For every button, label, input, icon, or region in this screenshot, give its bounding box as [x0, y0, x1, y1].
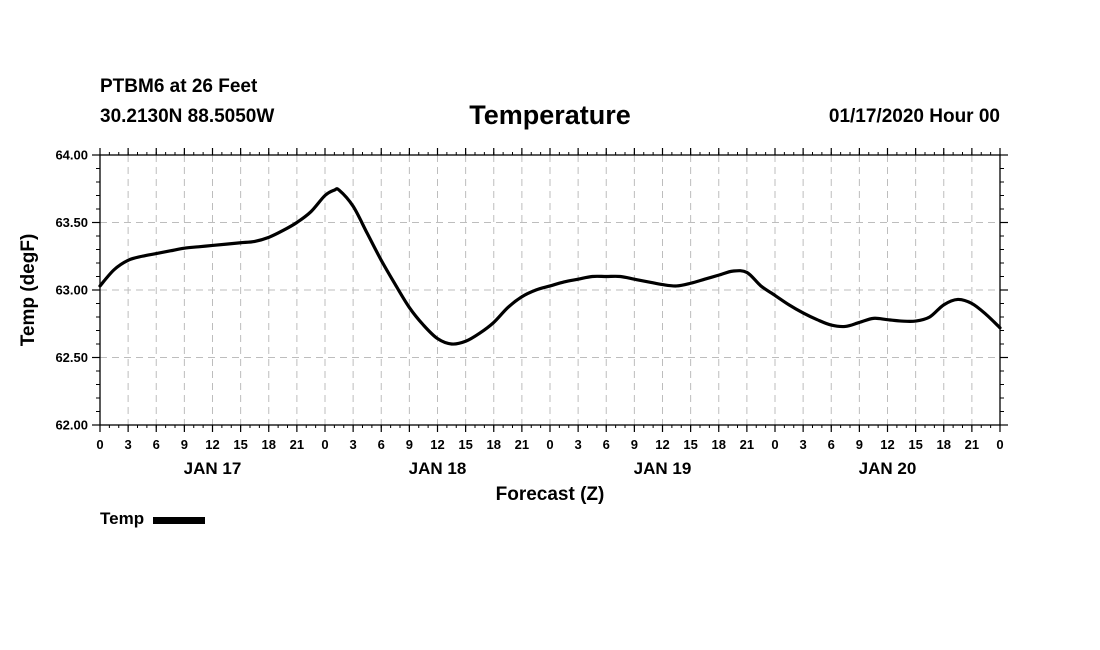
station-label: PTBM6 at 26 Feet [100, 76, 258, 97]
x-tick-label: 0 [771, 437, 778, 452]
x-tick-label: 12 [880, 437, 894, 452]
x-tick-label: 21 [515, 437, 529, 452]
x-tick-label: 3 [800, 437, 807, 452]
day-label: JAN 17 [184, 459, 242, 478]
x-tick-label: 15 [233, 437, 247, 452]
x-tick-label: 3 [350, 437, 357, 452]
forecast-run-time: 01/17/2020 Hour 00 [828, 106, 1000, 127]
x-tick-label: 9 [406, 437, 413, 452]
x-tick-label: 6 [153, 437, 160, 452]
y-tick-labels: 64.00 63.50 63.00 62.50 62.00 [55, 148, 88, 433]
major-ticks [92, 148, 1008, 432]
x-tick-label: 18 [712, 437, 726, 452]
x-tick-label: 15 [458, 437, 472, 452]
day-label: JAN 18 [409, 459, 467, 478]
x-tick-label: 15 [683, 437, 697, 452]
grid-lines [100, 155, 1000, 425]
y-tick-label: 64.00 [55, 148, 88, 163]
day-labels: JAN 17 JAN 18 JAN 19 JAN 20 [184, 459, 917, 478]
x-tick-label: 0 [996, 437, 1003, 452]
x-tick-label: 18 [487, 437, 501, 452]
x-tick-label: 0 [96, 437, 103, 452]
x-axis-title: Forecast (Z) [496, 484, 605, 505]
x-tick-label: 12 [655, 437, 669, 452]
x-tick-label: 9 [631, 437, 638, 452]
y-axis-title: Temp (degF) [18, 234, 39, 347]
x-tick-label: 12 [205, 437, 219, 452]
x-tick-label: 15 [908, 437, 922, 452]
x-tick-label: 21 [740, 437, 754, 452]
x-tick-label: 6 [603, 437, 610, 452]
x-tick-label: 0 [546, 437, 553, 452]
day-label: JAN 20 [859, 459, 917, 478]
x-tick-label: 6 [378, 437, 385, 452]
x-tick-label: 0 [321, 437, 328, 452]
x-tick-label: 12 [430, 437, 444, 452]
plot-frame [99, 154, 1001, 426]
legend: Temp [100, 509, 206, 529]
x-tick-label: 21 [290, 437, 304, 452]
y-tick-label: 62.50 [55, 350, 88, 365]
chart-title: Temperature [469, 100, 631, 130]
day-label: JAN 19 [634, 459, 692, 478]
y-tick-label: 62.00 [55, 418, 88, 433]
temp-series-line [98, 187, 1002, 346]
x-tick-label: 9 [856, 437, 863, 452]
y-tick-label: 63.00 [55, 283, 88, 298]
x-tick-label: 18 [937, 437, 951, 452]
x-tick-label: 3 [125, 437, 132, 452]
legend-swatch [153, 517, 206, 524]
x-tick-label: 3 [575, 437, 582, 452]
station-coordinates: 30.2130N 88.5050W [100, 106, 275, 127]
x-tick-label: 21 [965, 437, 979, 452]
y-tick-label: 63.50 [55, 215, 88, 230]
x-tick-label: 18 [262, 437, 276, 452]
x-tick-label: 6 [828, 437, 835, 452]
legend-label: Temp [100, 509, 145, 528]
x-tick-labels: 0 3 6 9 12 15 18 21 0 3 6 9 12 15 18 21 0 3 6 9 12 15 18 21 0 3 6 9… [96, 437, 1003, 452]
x-tick-label: 9 [181, 437, 188, 452]
